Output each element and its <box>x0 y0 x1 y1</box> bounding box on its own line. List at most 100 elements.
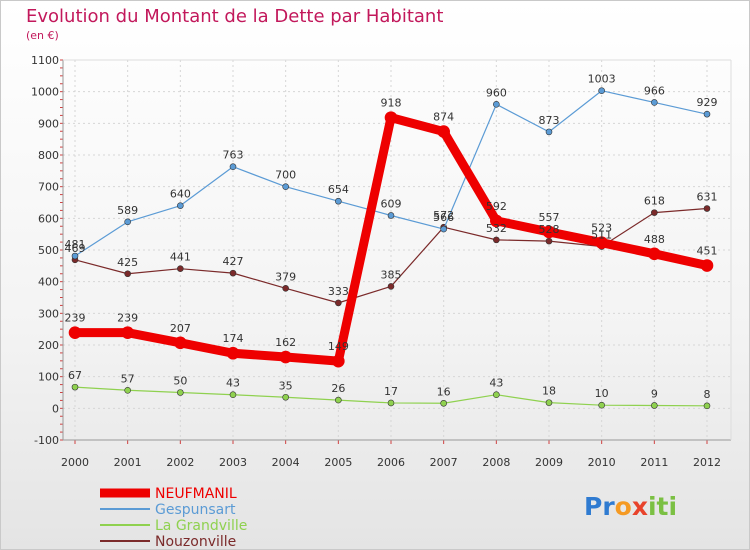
data-point <box>335 396 342 404</box>
data-point <box>437 125 450 138</box>
data-label: 618 <box>644 195 665 208</box>
data-label: 174 <box>223 332 244 345</box>
legend-label: La Grandville <box>155 518 247 534</box>
data-labels: 469 425 441 427 379 333 385 572 532 528 511 618 631 6… <box>65 73 718 401</box>
data-point <box>229 391 237 399</box>
data-point <box>282 285 289 292</box>
data-label: 8 <box>704 388 711 401</box>
data-point <box>490 214 503 228</box>
data-point <box>177 265 184 272</box>
data-label: 207 <box>170 322 191 335</box>
chart-title: Evolution du Montant de la Dette par Hab… <box>26 6 443 27</box>
y-tick-label: 900 <box>38 117 59 130</box>
x-tick-label: 2000 <box>61 456 89 469</box>
data-label: 589 <box>117 204 138 217</box>
data-label: 441 <box>170 251 191 264</box>
data-point <box>595 236 608 250</box>
data-label: 700 <box>275 169 296 182</box>
data-label: 966 <box>644 84 665 97</box>
data-point <box>387 399 395 407</box>
data-label: 960 <box>486 86 507 99</box>
data-point <box>124 270 131 278</box>
data-label: 654 <box>328 183 349 196</box>
data-label: 9 <box>651 387 658 400</box>
data-point <box>124 386 131 394</box>
x-tick-label: 2007 <box>430 456 458 469</box>
data-label: 488 <box>644 233 665 246</box>
data-point <box>598 87 605 95</box>
data-label: 67 <box>68 369 82 382</box>
chart-subtitle: (en €) <box>26 29 59 42</box>
data-point <box>279 350 292 364</box>
data-point <box>68 326 82 339</box>
x-tick-label: 2002 <box>166 456 194 469</box>
y-tick-label: 300 <box>38 307 59 320</box>
data-point <box>177 389 184 396</box>
data-label: 566 <box>433 211 454 224</box>
y-tick-label: -100 <box>34 434 59 447</box>
data-label: 16 <box>437 385 451 398</box>
axes: -100 0 100 200 300 400 500 600 700 800 900 1000 1100… <box>31 54 732 469</box>
x-tick-label: 2003 <box>219 456 247 469</box>
y-tick-label: 200 <box>38 339 59 352</box>
data-label: 239 <box>117 312 138 325</box>
data-label: 451 <box>697 245 718 258</box>
data-label: 592 <box>486 200 507 213</box>
data-point <box>335 197 342 205</box>
data-point <box>545 399 553 406</box>
data-label: 572 <box>433 209 454 222</box>
data-label: 427 <box>223 255 244 268</box>
data-point <box>174 336 187 350</box>
legend-label: Gespunsart <box>155 502 236 518</box>
data-point <box>71 252 79 260</box>
data-label: 425 <box>117 256 138 269</box>
x-tick-label: 2005 <box>324 456 352 469</box>
data-label: 918 <box>381 97 402 110</box>
y-tick-label: 0 <box>52 402 59 415</box>
data-point <box>700 259 714 272</box>
data-point <box>177 202 184 209</box>
data-label: 1003 <box>588 73 616 86</box>
data-point <box>703 205 711 212</box>
data-label: 511 <box>591 229 612 242</box>
data-point <box>651 209 658 216</box>
data-point <box>229 163 237 171</box>
data-point <box>332 354 345 368</box>
x-tick-label: 2008 <box>482 456 510 469</box>
x-tick-label: 2001 <box>114 456 142 469</box>
data-point <box>384 111 398 124</box>
data-label: 57 <box>121 372 135 385</box>
data-label: 385 <box>381 268 402 281</box>
data-point <box>651 99 658 106</box>
data-label: 532 <box>486 222 507 235</box>
data-label: 557 <box>539 211 560 224</box>
data-label: 43 <box>226 377 240 390</box>
data-point <box>703 110 711 118</box>
logo-letters-p-r: Pr <box>584 492 615 521</box>
legend-label: NEUFMANIL <box>155 486 237 502</box>
proxiti-logo: Proxiti <box>584 492 677 521</box>
data-point <box>226 346 240 360</box>
data-label: 609 <box>381 197 402 210</box>
y-tick-label: 1100 <box>31 54 59 67</box>
x-tick-label: 2011 <box>640 456 668 469</box>
data-label: 26 <box>331 382 345 395</box>
data-label: 631 <box>697 191 718 204</box>
data-point <box>282 393 289 401</box>
data-label: 379 <box>275 270 296 283</box>
data-point <box>440 225 447 233</box>
data-point <box>121 326 134 339</box>
logo-letters-iti: iti <box>648 492 677 521</box>
data-point <box>542 225 556 239</box>
x-tick-label: 2004 <box>272 456 300 469</box>
data-label: 35 <box>279 379 293 392</box>
data-label: 874 <box>433 111 454 124</box>
series-layer <box>68 87 714 410</box>
data-label: 469 <box>65 242 86 255</box>
y-tick-label: 500 <box>38 244 59 257</box>
data-label: 528 <box>539 223 560 236</box>
data-point <box>229 269 237 277</box>
data-label: 17 <box>384 385 398 398</box>
y-tick-label: 600 <box>38 212 59 225</box>
